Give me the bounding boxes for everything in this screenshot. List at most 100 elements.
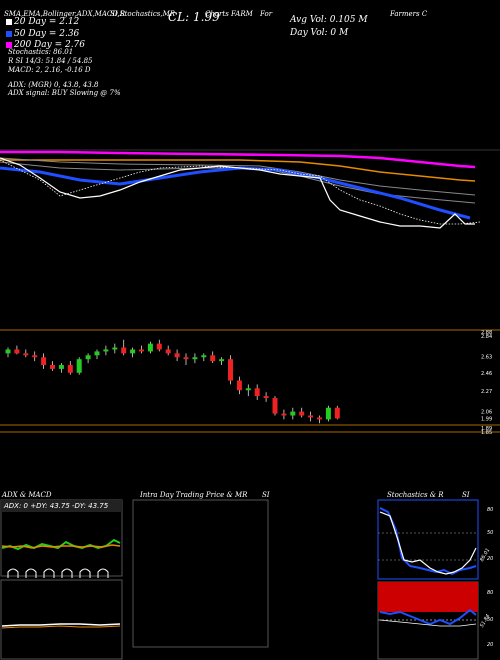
candle-bear (334, 407, 340, 419)
sma20-swatch (6, 19, 12, 25)
adx-hump (7, 568, 19, 578)
stoch-line: SI,Stochastics,MR (110, 10, 176, 18)
price-tick-label: 2.63 (481, 354, 492, 360)
candle-bull (76, 359, 82, 373)
candle-bear (67, 365, 73, 373)
candle-bear (165, 349, 171, 354)
rsi-readout: R SI 14/3: 51.84 / 54.85 (8, 57, 93, 65)
candle-bull (290, 411, 296, 416)
candle-bull (94, 351, 100, 356)
adx-values: ADX: 0 +DY: 43.75 -DY: 43.75 (4, 502, 109, 510)
rsi-line (379, 608, 477, 626)
adx-readout: ADX: (MGR) 0, 43.8, 43.8 (8, 81, 99, 89)
candle-bear (236, 380, 242, 391)
intra-panel-si: SI (262, 491, 270, 499)
candle-bull (103, 349, 109, 352)
for-label: For (260, 10, 273, 18)
candle-bull (130, 349, 136, 354)
adx-signal-readout: ADX signal: BUY Slowing @ 7% (8, 89, 121, 97)
candle-bear (121, 347, 127, 354)
price-tick-label: 2.46 (481, 371, 492, 377)
candle-bear (210, 355, 216, 362)
avg-vol-label: Avg Vol: 0.105 M (290, 15, 368, 25)
orange-ma-line (0, 159, 476, 182)
price-tick-label: 2.06 (481, 410, 492, 416)
sma50-label: 50 Day = 2.36 (14, 29, 80, 39)
candle-bear (308, 415, 314, 418)
macd-line (1, 623, 121, 627)
adx-panel (0, 499, 123, 577)
candle-bull (245, 388, 251, 391)
stoch-k-line (379, 507, 477, 576)
stoch-tick-50: 50 (487, 530, 494, 536)
candlestick-chart: 2.882.842.632.462.272.061.991.891.85 29 … (0, 329, 500, 436)
candle-bear (156, 343, 162, 350)
rsi-tick-50: 50 (487, 617, 494, 623)
intra-panel-title: Intra Day Trading Price & MR (140, 491, 248, 499)
sma20-line (0, 157, 475, 229)
stoch-tick-20: 20 (487, 556, 494, 562)
intraday-panel (132, 499, 269, 648)
adx-hump (97, 568, 109, 578)
candle-bear (139, 349, 144, 352)
candle-bull (85, 355, 91, 360)
candle-bear (23, 353, 29, 356)
candle-bull (219, 359, 225, 362)
price-tick-label: 1.85 (481, 430, 492, 436)
candle-bull (58, 365, 64, 369)
moving-average-chart (0, 149, 500, 229)
company-label: Farmers C (390, 10, 428, 18)
candle-bear (50, 365, 55, 369)
candle-bear (183, 357, 189, 360)
adx-hump (43, 568, 55, 578)
close-label: CL: 1.99 (168, 10, 220, 24)
stoch-panel-title: Stochastics & R (387, 491, 444, 499)
adx-hump (25, 568, 37, 578)
candle-bull (147, 343, 153, 352)
stoch-panel-si: SI (462, 491, 470, 499)
sma200-line (0, 150, 476, 169)
candle-bear (263, 396, 269, 399)
adx-hump (79, 568, 91, 578)
price-tick-label: 2.27 (481, 389, 492, 395)
rsi-tick-80: 80 (487, 590, 494, 596)
charts-label: Charts FARM (205, 10, 253, 18)
candle-bear (14, 349, 20, 354)
price-tick-label: 2.84 (481, 334, 492, 340)
candle-bear (228, 359, 233, 381)
stoch-readout: Stochastics: 86.01 (8, 48, 74, 56)
grey-ma-line-2 (0, 161, 476, 204)
candle-bear (41, 357, 47, 366)
candle-bull (112, 347, 118, 350)
candle-bear (32, 355, 38, 358)
sma200-label: 200 Day = 2.76 (14, 40, 86, 50)
candle-bull (201, 355, 207, 358)
macd-readout: MACD: 2, 2.16, -0.16 D (8, 66, 91, 74)
macd-signal-line (1, 625, 121, 629)
candle-bear (272, 398, 278, 414)
candle-bear (299, 411, 305, 416)
adx-panel-title: ADX & MACD (2, 491, 52, 499)
rsi-overbought-band (378, 582, 478, 612)
adx-hump (61, 568, 73, 578)
candle-bull (5, 349, 11, 354)
indicators-line: SMA,EMA,Bollinger,ADX,MACD,R (4, 10, 126, 18)
adx-values-bg (1, 500, 122, 512)
candle-bear (281, 413, 287, 416)
candle-bull (325, 407, 331, 420)
candle-bear (317, 417, 322, 420)
sma200-swatch (6, 42, 12, 48)
price-tick-label: 1.99 (481, 416, 492, 422)
price-tick-label: 1.89 (481, 426, 492, 432)
candle-bear (174, 353, 180, 358)
rsi-white-line (379, 619, 477, 627)
macd-panel (0, 579, 123, 660)
day-vol-label: Day Vol: 0 M (290, 28, 349, 38)
adx-orange-line (1, 544, 121, 549)
candle-bull (192, 357, 198, 360)
stoch-tick-80: 80 (487, 507, 494, 513)
sma20-label: 20 Day = 2.12 (14, 17, 80, 27)
sma50-swatch (6, 31, 12, 37)
price-tick-label: 2.88 (481, 330, 492, 336)
